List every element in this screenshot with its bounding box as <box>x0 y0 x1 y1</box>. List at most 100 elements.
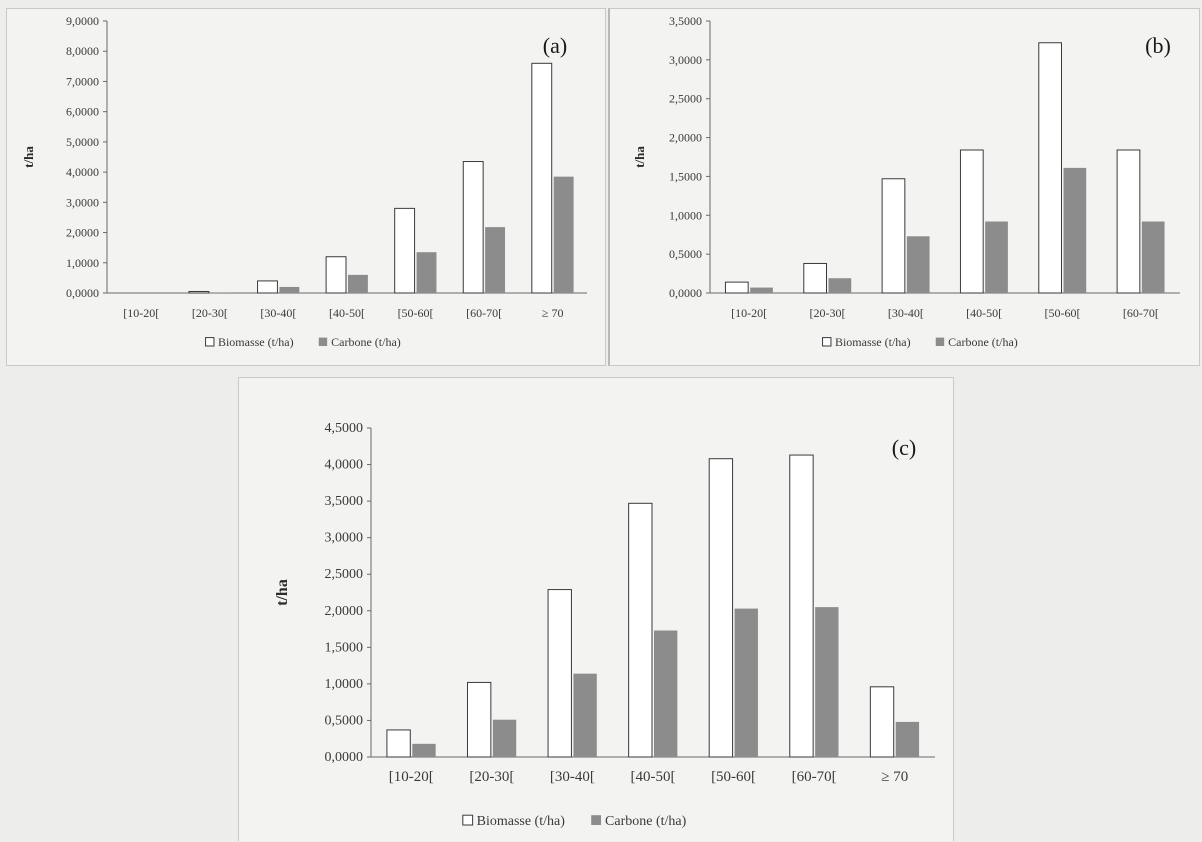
y-tick-label-a: 7,0000 <box>66 74 99 88</box>
y-tick-label-c: 4,5000 <box>325 421 364 436</box>
legend-label-carbone-b: Carbone (t/ha) <box>948 335 1018 349</box>
y-axis-label-c: t/ha <box>274 579 291 606</box>
y-tick-label-c: 2,0000 <box>325 604 364 619</box>
bar-carbone-c <box>654 630 678 757</box>
bar-biomasse-c <box>386 729 411 758</box>
bar-biomasse-c <box>708 458 734 758</box>
bar-carbone-b <box>750 287 773 293</box>
legend-label-biomasse-c: Biomasse (t/ha) <box>477 814 566 829</box>
y-tick-label-a: 2,0000 <box>66 226 99 240</box>
panel-label-b: (b) <box>1145 33 1171 58</box>
y-tick-label-c: 1,5000 <box>325 640 364 655</box>
bar-carbone-a <box>485 227 506 293</box>
y-tick-label-a: 3,0000 <box>66 195 99 209</box>
bar-carbone-a <box>348 274 368 293</box>
chart-panel-b: 0,0000 0,5000 1,0000 1,5000 2,0000 2,5000 3,00… <box>608 8 1200 366</box>
y-tick-label-c: 0,0000 <box>325 750 364 765</box>
y-tick-label-b: 3,5000 <box>669 14 702 28</box>
x-tick-label-c: [50-60[ <box>711 769 756 785</box>
x-tick-label-a: [20-30[ <box>192 306 228 320</box>
x-tick-label-a: [10-20[ <box>123 306 159 320</box>
legend-swatch-carbone-b <box>935 337 945 346</box>
bar-biomasse-c <box>789 454 814 758</box>
legend-swatch-carbone-c <box>591 815 602 825</box>
legend-label-carbone-c: Carbone (t/ha) <box>605 814 687 829</box>
x-tick-label-b: [20-30[ <box>810 306 846 320</box>
bar-biomasse-b <box>1038 42 1062 294</box>
x-tick-label-a: [60-70[ <box>466 306 502 320</box>
bar-carbone-a <box>279 286 300 293</box>
y-tick-label-c: 0,5000 <box>325 713 364 728</box>
legend-a: Biomasse (t/ha) Carbone (t/ha) <box>205 335 401 349</box>
bar-carbone-a <box>210 292 231 293</box>
y-tick-label-a: 5,0000 <box>66 135 99 149</box>
bar-carbone-c <box>815 607 839 757</box>
y-tick-label-a: 1,0000 <box>66 256 99 270</box>
bar-carbone-c <box>573 673 597 757</box>
y-tick-label-a: 0,0000 <box>66 286 99 300</box>
bar-biomasse-c <box>628 502 653 758</box>
chart-panel-a: 0,0000 1,0000 2,0000 3,0000 4,0000 5,0000 6,00… <box>6 8 606 366</box>
bar-biomasse-a <box>394 207 416 294</box>
x-tick-label-c: [10-20[ <box>389 769 434 785</box>
bar-biomasse-a <box>325 256 347 294</box>
bar-carbone-c <box>492 719 517 757</box>
legend-c: Biomasse (t/ha) Carbone (t/ha) <box>462 814 687 829</box>
y-tick-label-b: 0,5000 <box>669 247 702 261</box>
y-tick-label-c: 3,0000 <box>325 531 364 546</box>
bar-carbone-b <box>1141 221 1165 293</box>
y-tick-label-b: 2,5000 <box>669 92 702 106</box>
bar-carbone-b <box>985 221 1008 293</box>
bar-biomasse-b <box>881 178 906 294</box>
y-tick-label-b: 1,5000 <box>669 169 702 183</box>
bar-biomasse-c <box>869 686 895 758</box>
y-axis-label-a: t/ha <box>21 146 36 168</box>
chart-panel-c: 0,0000 0,5000 1,0000 1,5000 2,0000 2,5000 3,00… <box>238 377 954 841</box>
bar-biomasse-a <box>188 290 210 294</box>
bar-biomasse-a <box>462 161 484 294</box>
bar-biomasse-a <box>257 280 278 294</box>
legend-swatch-biomasse-a <box>205 337 215 347</box>
y-tick-label-b: 2,0000 <box>669 131 702 145</box>
x-tick-label-b: [30-40[ <box>888 306 924 320</box>
y-tick-label-a: 6,0000 <box>66 105 99 119</box>
bar-carbone-c <box>734 608 758 757</box>
x-tick-label-c: [20-30[ <box>469 769 514 785</box>
legend-b: Biomasse (t/ha) Carbone (t/ha) <box>822 335 1018 349</box>
x-tick-label-a: ≥ 70 <box>542 306 564 320</box>
y-tick-label-b: 3,0000 <box>669 53 702 67</box>
bar-carbone-b <box>906 236 930 293</box>
x-tick-label-b: [10-20[ <box>731 306 767 320</box>
legend-swatch-carbone-a <box>318 337 328 346</box>
y-axis-label-b: t/ha <box>632 146 647 168</box>
panel-label-a: (a) <box>543 33 567 58</box>
bar-carbone-a <box>416 252 437 293</box>
y-tick-label-b: 0,0000 <box>669 286 702 300</box>
y-tick-label-c: 1,0000 <box>325 677 364 692</box>
bar-biomasse-b <box>803 262 828 294</box>
y-tick-label-b: 1,0000 <box>669 208 702 222</box>
y-tick-label-a: 9,0000 <box>66 14 99 28</box>
y-tick-label-c: 3,5000 <box>325 494 364 509</box>
bar-chart-c: 0,0000 0,5000 1,0000 1,5000 2,0000 2,5000 3,00… <box>274 421 935 829</box>
panel-label-c: (c) <box>892 435 916 460</box>
x-tick-label-c: [40-50[ <box>631 769 676 785</box>
x-tick-label-b: [50-60[ <box>1045 306 1081 320</box>
x-tick-label-a: [30-40[ <box>260 306 296 320</box>
x-tick-label-c: [60-70[ <box>792 769 837 785</box>
x-tick-label-b: [60-70[ <box>1123 306 1159 320</box>
bar-carbone-b <box>828 278 852 293</box>
bar-chart-a: 0,0000 1,0000 2,0000 3,0000 4,0000 5,0000 6,00… <box>21 14 587 349</box>
x-tick-label-a: [50-60[ <box>398 306 434 320</box>
y-tick-label-a: 8,0000 <box>66 44 99 58</box>
bar-carbone-c <box>895 721 920 757</box>
bar-chart-b: 0,0000 0,5000 1,0000 1,5000 2,0000 2,5000 3,00… <box>632 14 1180 349</box>
bar-carbone-b <box>1063 167 1087 293</box>
legend-label-biomasse-a: Biomasse (t/ha) <box>218 335 294 349</box>
x-tick-label-a: [40-50[ <box>329 306 365 320</box>
bar-biomasse-c <box>547 589 572 758</box>
legend-label-carbone-a: Carbone (t/ha) <box>331 335 401 349</box>
legend-label-biomasse-b: Biomasse (t/ha) <box>835 335 911 349</box>
x-tick-label-b: [40-50[ <box>966 306 1002 320</box>
